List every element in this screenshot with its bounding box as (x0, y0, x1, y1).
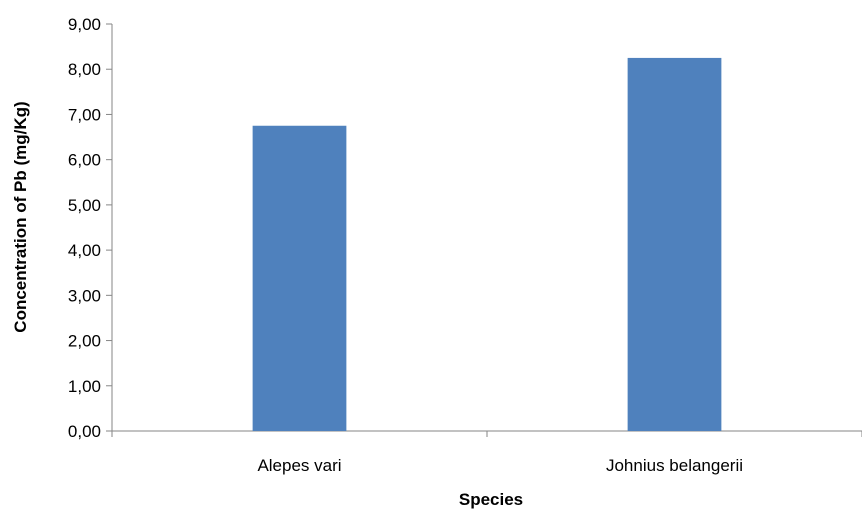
y-tick-label: 5,00 (68, 196, 101, 215)
y-tick-label: 0,00 (68, 422, 101, 441)
y-tick-label: 2,00 (68, 332, 101, 351)
bar (252, 125, 347, 431)
y-axis: 0,00 1,00 2,00 3,00 4,00 5,00 6,00 7,00 8,00 9,00 (68, 15, 113, 441)
x-axis-title: Species (459, 490, 523, 509)
y-tick-label: 7,00 (68, 105, 101, 124)
y-tick-label: 4,00 (68, 241, 101, 260)
y-tick-label: 6,00 (68, 151, 101, 170)
y-tick-label: 3,00 (68, 286, 101, 305)
bar (627, 57, 722, 432)
y-tick-label: 1,00 (68, 377, 101, 396)
y-tick-label: 9,00 (68, 15, 101, 34)
y-tick-label: 8,00 (68, 60, 101, 79)
x-tick-label: Alepes vari (257, 456, 341, 475)
x-axis: Alepes vari Johnius belangerii (111, 430, 862, 475)
y-axis-title: Concentration of Pb (mg/Kg) (11, 101, 30, 332)
x-tick-label: Johnius belangerii (606, 456, 743, 475)
bars (252, 57, 722, 432)
